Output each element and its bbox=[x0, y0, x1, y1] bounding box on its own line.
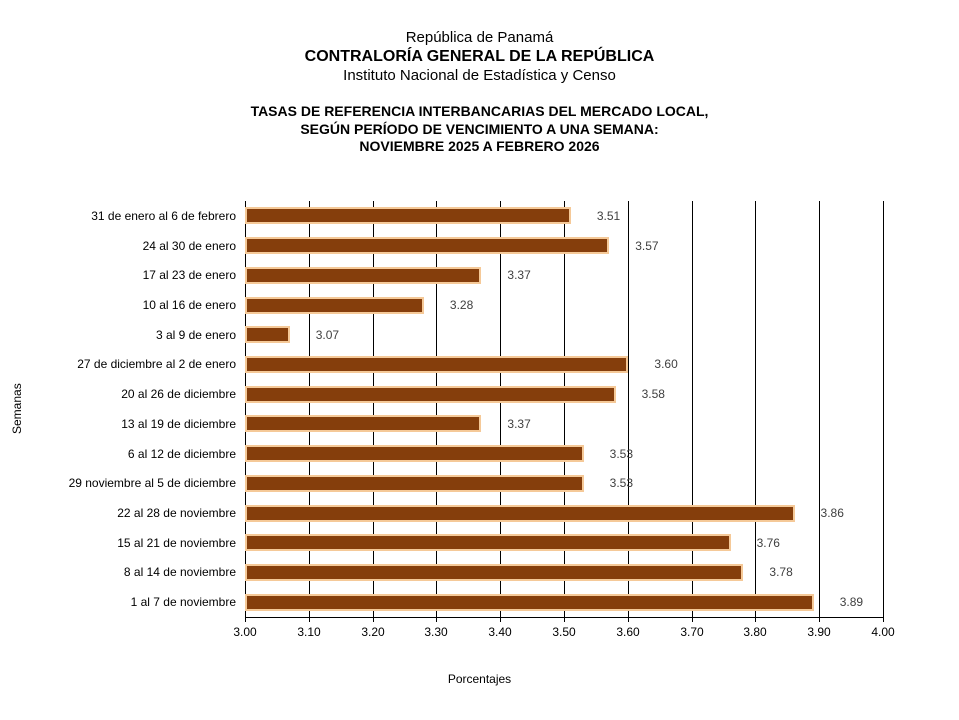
category-label: 29 noviembre al 5 de diciembre bbox=[68, 476, 236, 491]
value-label: 3.89 bbox=[839, 595, 864, 610]
gridline bbox=[755, 201, 756, 617]
category-label: 1 al 7 de noviembre bbox=[130, 595, 236, 610]
x-tick-label: 3.70 bbox=[680, 625, 704, 639]
category-label: 10 al 16 de enero bbox=[142, 297, 236, 312]
axis-tick bbox=[819, 617, 820, 622]
chart-title-line-1: TASAS DE REFERENCIA INTERBANCARIAS DEL M… bbox=[250, 103, 709, 119]
bar bbox=[245, 237, 610, 255]
chart-title-line-2: SEGÚN PERÍODO DE VENCIMIENTO A UNA SEMAN… bbox=[300, 120, 659, 137]
axis-tick bbox=[755, 617, 756, 622]
value-label: 3.57 bbox=[635, 238, 659, 253]
category-label: 13 al 19 de diciembre bbox=[121, 416, 236, 431]
bar bbox=[245, 474, 584, 492]
country-title: República de Panamá bbox=[405, 29, 554, 46]
bar bbox=[245, 385, 616, 403]
category-label: 6 al 12 de diciembre bbox=[127, 446, 236, 461]
bar bbox=[245, 355, 629, 373]
category-label: 27 de diciembre al 2 de enero bbox=[77, 357, 236, 372]
axis-tick bbox=[436, 617, 437, 622]
value-label: 3.07 bbox=[315, 327, 340, 342]
plot-area: 3.00 3.10 3.20 3.30 3.40 3.50 3.60 3.70 3.80 3.90… bbox=[233, 201, 895, 639]
value-label: 3.51 bbox=[596, 208, 621, 223]
x-tick-label: 3.50 bbox=[552, 625, 576, 639]
gridline bbox=[373, 201, 374, 617]
x-tick-label: 3.80 bbox=[743, 625, 767, 639]
bar bbox=[245, 534, 731, 552]
axis-tick bbox=[628, 617, 629, 622]
bar bbox=[245, 415, 482, 433]
gridline bbox=[309, 201, 310, 617]
bar bbox=[245, 266, 482, 284]
category-label: 17 al 23 de enero bbox=[142, 268, 236, 283]
value-label: 3.60 bbox=[654, 357, 678, 372]
gridline bbox=[245, 201, 246, 617]
bar bbox=[245, 593, 814, 611]
gridline bbox=[564, 201, 565, 617]
value-label: 3.37 bbox=[507, 416, 531, 431]
bar bbox=[245, 504, 795, 522]
bar bbox=[245, 207, 571, 225]
gridline bbox=[500, 201, 501, 617]
value-label: 3.78 bbox=[769, 565, 793, 580]
value-label: 3.53 bbox=[609, 446, 634, 461]
axis-tick bbox=[564, 617, 565, 622]
gridline bbox=[628, 201, 629, 617]
gridline bbox=[692, 201, 693, 617]
institution-title: CONTRALORÍA GENERAL DE LA REPÚBLICA bbox=[304, 48, 655, 65]
category-label: 3 al 9 de enero bbox=[155, 327, 236, 342]
institute-subtitle: Instituto Nacional de Estadística y Cens… bbox=[343, 67, 616, 84]
axis-tick bbox=[883, 617, 884, 622]
gridline bbox=[819, 201, 820, 617]
x-tick-label: 3.20 bbox=[361, 625, 385, 639]
category-axis-labels: 31 de enero al 6 de febrero 24 al 30 de e… bbox=[0, 201, 236, 617]
axis-tick bbox=[692, 617, 693, 622]
value-label: 3.37 bbox=[507, 268, 531, 283]
category-label: 24 al 30 de enero bbox=[142, 238, 236, 253]
gridline bbox=[883, 201, 884, 617]
bar bbox=[245, 563, 744, 581]
value-label: 3.28 bbox=[449, 297, 474, 312]
category-label: 8 al 14 de noviembre bbox=[123, 565, 236, 580]
x-tick-label: 4.00 bbox=[871, 625, 895, 639]
category-label: 15 al 21 de noviembre bbox=[117, 535, 236, 550]
bar bbox=[245, 445, 584, 463]
axis-tick bbox=[500, 617, 501, 622]
x-tick-label: 3.00 bbox=[233, 625, 257, 639]
axis-tick bbox=[245, 617, 246, 622]
axis-tick bbox=[309, 617, 310, 622]
x-axis-title: Porcentajes bbox=[447, 672, 512, 686]
bar bbox=[245, 296, 424, 314]
category-label: 22 al 28 de noviembre bbox=[117, 505, 236, 520]
category-label: 31 de enero al 6 de febrero bbox=[91, 208, 236, 223]
gridline bbox=[436, 201, 437, 617]
report-header: República de Panamá CONTRALORÍA GENERAL … bbox=[0, 28, 959, 85]
value-label: 3.86 bbox=[820, 505, 844, 520]
x-tick-label: 3.90 bbox=[807, 625, 831, 639]
value-label: 3.53 bbox=[609, 476, 634, 491]
x-tick-label: 3.40 bbox=[488, 625, 512, 639]
value-label: 3.76 bbox=[756, 535, 780, 550]
x-tick-label: 3.10 bbox=[297, 625, 321, 639]
x-tick-label: 3.60 bbox=[616, 625, 640, 639]
category-label: 20 al 26 de diciembre bbox=[121, 387, 236, 402]
chart-title: TASAS DE REFERENCIA INTERBANCARIAS DEL M… bbox=[0, 103, 959, 156]
axis-tick bbox=[373, 617, 374, 622]
value-label: 3.58 bbox=[641, 387, 665, 402]
bar bbox=[245, 326, 290, 344]
x-tick-label: 3.30 bbox=[424, 625, 448, 639]
chart-title-line-3: NOVIEMBRE 2025 A FEBRERO 2026 bbox=[359, 138, 600, 154]
